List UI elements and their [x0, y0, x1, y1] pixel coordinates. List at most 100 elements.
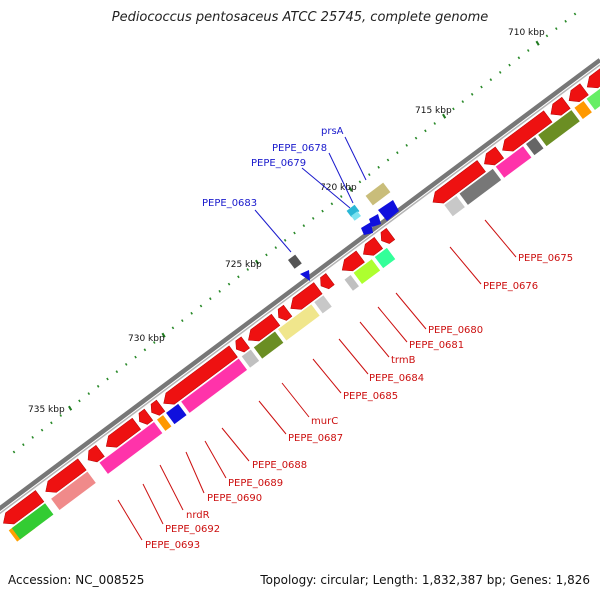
cog-segment [444, 195, 465, 217]
tick-mark [237, 275, 240, 279]
tick-mark [517, 56, 521, 60]
cds-arrow [568, 83, 589, 102]
tick-mark [339, 195, 343, 198]
feature-prsA [365, 182, 391, 206]
cog-segment [253, 331, 284, 359]
cog-segment [181, 358, 248, 413]
feature-arrow-2 [369, 214, 381, 227]
tick-label-720: 720 kbp [320, 183, 357, 193]
cds-arrow [341, 250, 365, 272]
cog-segment [574, 101, 592, 120]
map-title: Pediococcus pentosaceus ATCC 25745, comp… [111, 10, 489, 25]
genome-backbone-shadow [0, 64, 600, 515]
tick-mark [12, 450, 16, 454]
label-nrdR: nrdR [186, 510, 210, 521]
cog-segment [277, 304, 320, 341]
tick-mark [498, 70, 502, 74]
cds-arrow [320, 273, 335, 290]
tick-mark [209, 297, 212, 301]
tick-mark [293, 231, 296, 235]
tick-mark [171, 326, 175, 330]
label-trmB: trmB [391, 355, 416, 366]
label-PEPE_0685: PEPE_0685 [343, 391, 398, 402]
label-PEPE_0675: PEPE_0675 [518, 253, 573, 264]
tick-mark [190, 311, 193, 315]
tick-mark [311, 216, 315, 220]
feature-PEPE_0683 [287, 254, 302, 269]
label-PEPE_0693: PEPE_0693 [145, 540, 200, 551]
topology-text: Topology: circular; Length: 1,832,387 bp… [260, 573, 590, 587]
cog-segment [538, 110, 580, 147]
top-gene-labels: prsA PEPE_0678 PEPE_0679 PEPE_0683 [202, 126, 367, 253]
tick-mark [564, 19, 567, 23]
cds-arrow [277, 304, 293, 321]
tick-mark [31, 435, 34, 439]
tick-mark [348, 186, 353, 192]
cds-arrow [45, 458, 87, 493]
cog-segment [344, 275, 359, 291]
tick-mark [480, 85, 483, 89]
tick-mark [199, 304, 203, 308]
feature-arrow-3 [378, 200, 399, 221]
tick-mark [106, 377, 109, 381]
cds-arrow [363, 237, 384, 256]
tick-mark [87, 392, 91, 396]
label-PEPE_0687: PEPE_0687 [288, 433, 343, 444]
tick-marks [12, 12, 577, 454]
tick-mark [68, 405, 73, 411]
tick-mark [470, 92, 474, 96]
tick-mark [442, 113, 447, 119]
cds-arrow [290, 282, 323, 310]
label-PEPE_0678: PEPE_0678 [272, 143, 327, 154]
tick-mark [358, 180, 362, 184]
tick-mark [265, 253, 268, 257]
cog-segment [314, 295, 332, 314]
cog-segment [459, 168, 502, 205]
tick-mark [489, 78, 493, 82]
cog-segment [586, 82, 600, 110]
cds-arrow [163, 345, 238, 405]
cog-segment [156, 415, 172, 431]
tick-mark [115, 370, 119, 374]
cog-segment [495, 146, 532, 178]
tick-mark [386, 158, 390, 162]
tick-mark [246, 268, 250, 271]
cds-arrow [550, 96, 571, 116]
tick-label-710: 710 kbp [508, 28, 545, 38]
feature-arrow-1 [361, 222, 373, 235]
cds-arrow [150, 399, 166, 416]
tick-mark [143, 348, 147, 352]
tick-mark [405, 143, 408, 147]
cds-arrow [432, 160, 486, 204]
cds-arrow [3, 490, 45, 525]
tick-mark [161, 332, 166, 338]
feature-arrow-4 [300, 270, 310, 281]
tick-mark [508, 63, 511, 67]
tick-label-725: 725 kbp [225, 260, 262, 270]
tick-mark [134, 355, 137, 359]
tick-mark [181, 319, 184, 323]
label-PEPE_0679: PEPE_0679 [251, 158, 306, 169]
tick-mark [22, 443, 25, 447]
feature-PEPE_0679-small [351, 211, 361, 221]
forward-strand-features [287, 182, 399, 281]
cds-arrow [138, 408, 154, 425]
label-PEPE_0676: PEPE_0676 [483, 281, 538, 292]
tick-mark [461, 100, 465, 104]
tick-label-715: 715 kbp [415, 106, 452, 116]
tick-mark [424, 129, 427, 133]
label-PEPE_0683: PEPE_0683 [202, 198, 257, 209]
tick-mark [78, 399, 81, 403]
tick-mark [573, 12, 577, 16]
label-PEPE_0689: PEPE_0689 [228, 478, 283, 489]
tick-mark [218, 289, 221, 293]
cds-arrow [87, 444, 105, 463]
tick-label-735: 735 kbp [28, 405, 65, 415]
cog-segment [51, 471, 96, 511]
tick-mark [535, 40, 540, 46]
label-PEPE_0681: PEPE_0681 [409, 340, 464, 351]
cog-segment [166, 403, 187, 425]
tick-mark [96, 384, 100, 388]
tick-mark [414, 136, 418, 140]
cds-arrow [484, 146, 505, 166]
